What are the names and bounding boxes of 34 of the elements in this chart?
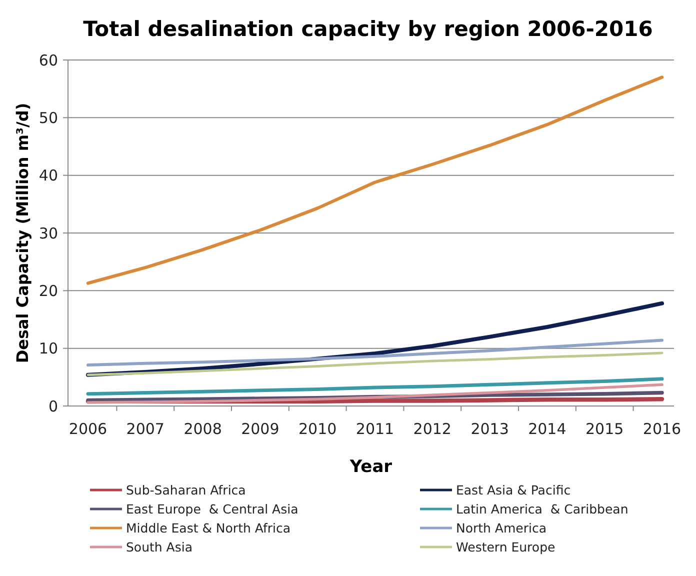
line-series [86,352,664,376]
line-series [86,377,664,396]
x-tick-label: 2006 [68,420,108,438]
x-tick-label: 2016 [642,420,682,438]
legend-label: North America [456,520,546,536]
x-tick-label: 2010 [298,420,337,438]
chart-title: Total desalination capacity by region 2006-2016 [83,17,653,41]
x-tick-label: 2009 [241,420,280,438]
legend-label: Latin America & Caribbean [456,501,628,516]
x-tick-label: 2015 [586,420,624,438]
y-tick-label: 10 [38,340,58,358]
legend-label: Sub-Saharan Africa [126,482,246,498]
y-tick-label: 0 [48,397,58,416]
x-tick-label: 2013 [470,420,509,438]
legend-label: East Europe & Central Asia [126,501,298,516]
y-axis-title: Desal Capacity (Million m³/d) [13,102,32,364]
line-series [86,383,664,404]
y-tick-label: 20 [38,282,58,300]
y-tick-label: 40 [38,166,58,185]
x-tick-label: 2007 [126,420,164,438]
legend-label: Middle East & North Africa [126,520,291,536]
line-series [86,338,664,367]
x-axis-title: Year [348,457,393,477]
x-tick-label: 2012 [413,420,452,438]
legend-label: East Asia & Pacific [456,482,571,498]
x-tick-label: 2014 [528,420,566,438]
y-tick-label: 50 [38,108,58,127]
y-tick-label: 30 [38,224,58,242]
x-tick-label: 2008 [184,420,222,438]
y-tick-label: 60 [38,51,58,70]
x-tick-label: 2011 [356,420,394,438]
line-series [86,76,664,285]
legend-label: Western Europe [456,539,556,554]
legend-label: South Asia [126,539,192,554]
